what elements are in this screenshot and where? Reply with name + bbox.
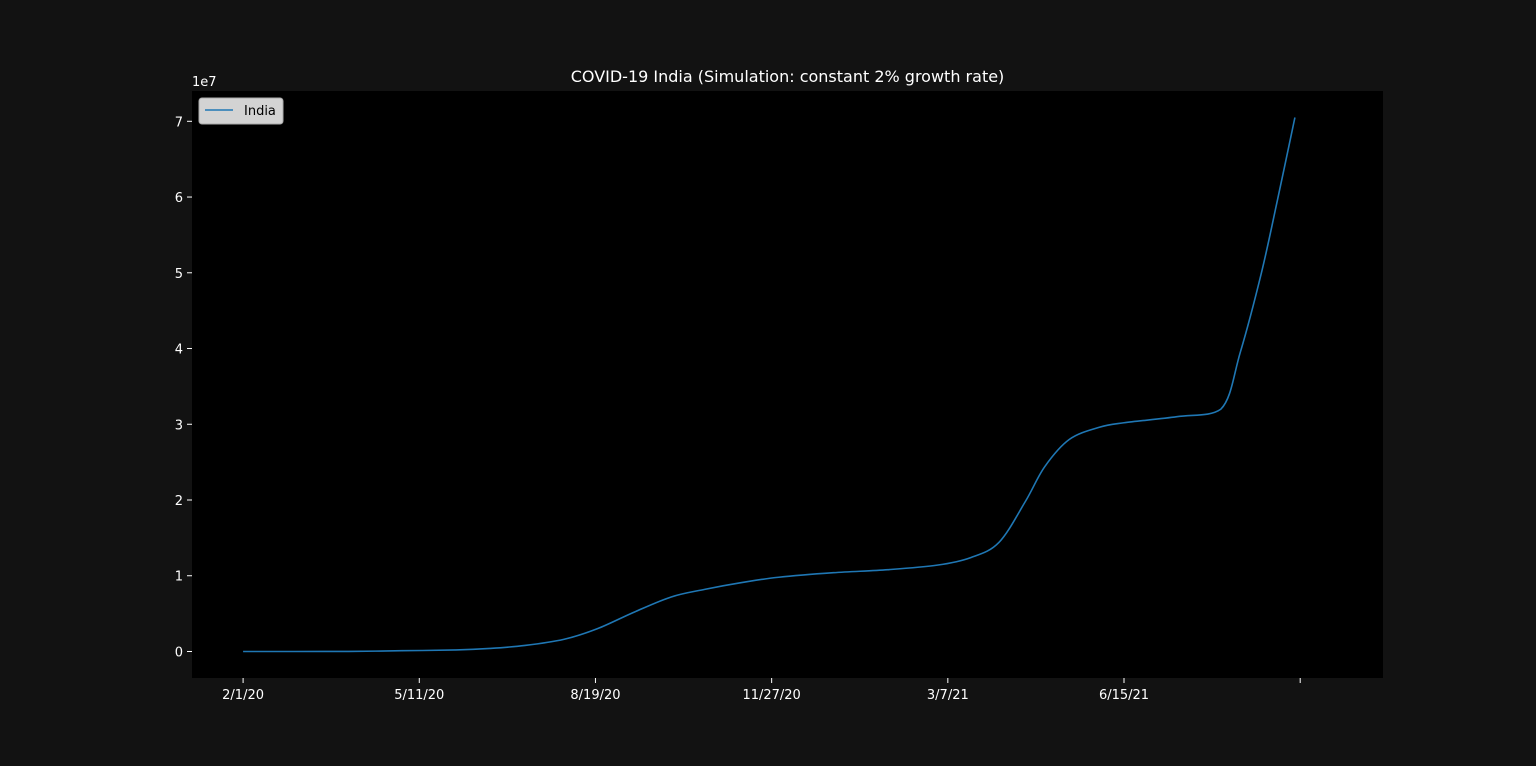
- series-line-india: [243, 117, 1296, 653]
- x-tick-label: 3/7/21: [927, 688, 969, 703]
- x-tick-label: 2/1/20: [222, 688, 264, 703]
- y-tick-label: 5: [175, 267, 183, 282]
- x-tick-label: 6/15/21: [1099, 688, 1149, 703]
- legend-label-india: India: [244, 104, 276, 119]
- y-tick-label: 6: [175, 191, 183, 206]
- y-tick-label: 0: [175, 645, 183, 660]
- y-tick-label: 4: [175, 343, 183, 358]
- y-tick-label: 3: [175, 418, 183, 433]
- y-tick-label: 1: [175, 570, 183, 585]
- chart-title: COVID-19 India (Simulation: constant 2% …: [571, 67, 1005, 86]
- plot-area: [192, 91, 1383, 678]
- y-offset-label: 1e7: [192, 75, 217, 90]
- legend: India: [198, 97, 284, 125]
- y-tick-label: 7: [175, 115, 183, 130]
- x-tick-label: 8/19/20: [570, 688, 620, 703]
- legend-box: [198, 97, 284, 125]
- y-axis: 0 1 2 3 4 5 6 7: [175, 115, 192, 660]
- x-axis: 2/1/20 5/11/20 8/19/20 11/27/20 3/7/21 6/15/2…: [222, 678, 1301, 703]
- y-tick-label: 2: [175, 494, 183, 509]
- x-tick-label: 11/27/20: [742, 688, 800, 703]
- x-tick-label: 5/11/20: [394, 688, 444, 703]
- series-layer: [243, 117, 1296, 653]
